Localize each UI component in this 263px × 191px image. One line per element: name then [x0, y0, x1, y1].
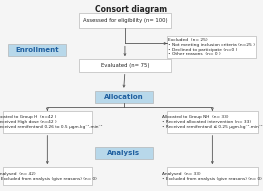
Text: Analysed  (n= 33)
• Excluded from analysis (give reasons) (n= 0): Analysed (n= 33) • Excluded from analysi… — [163, 172, 262, 180]
FancyBboxPatch shape — [79, 13, 171, 28]
Text: Analysed  (n= 42)
• Excluded from analysis (give reasons) (n= 0): Analysed (n= 42) • Excluded from analysi… — [0, 172, 97, 180]
FancyBboxPatch shape — [167, 111, 258, 133]
FancyBboxPatch shape — [95, 91, 153, 103]
Text: Allocated to Group NH  (n= 33)
• Received allocated intervention (n= 33)
• Recei: Allocated to Group NH (n= 33) • Received… — [162, 115, 263, 129]
Text: Assessed for eligibility (n= 100): Assessed for eligibility (n= 100) — [83, 18, 167, 23]
FancyBboxPatch shape — [79, 59, 171, 72]
Text: Allocated to Group H  (n=42 )
• Received High dose (n=42 )
• Received remifentan: Allocated to Group H (n=42 ) • Received … — [0, 115, 102, 129]
Text: Evaluated (n= 75): Evaluated (n= 75) — [101, 63, 149, 68]
FancyBboxPatch shape — [3, 167, 92, 185]
Text: Consort diagram: Consort diagram — [95, 5, 168, 14]
FancyBboxPatch shape — [95, 147, 153, 159]
FancyBboxPatch shape — [167, 36, 256, 58]
FancyBboxPatch shape — [3, 111, 92, 133]
Text: Enrollment: Enrollment — [15, 47, 59, 53]
Text: Excluded  (n= 25)
• Not meeting inclusion criteria (n=25 )
• Declined to partici: Excluded (n= 25) • Not meeting inclusion… — [168, 38, 255, 56]
FancyBboxPatch shape — [167, 167, 258, 185]
Text: Allocation: Allocation — [104, 94, 143, 100]
Text: Analysis: Analysis — [107, 150, 140, 156]
FancyBboxPatch shape — [8, 44, 66, 56]
